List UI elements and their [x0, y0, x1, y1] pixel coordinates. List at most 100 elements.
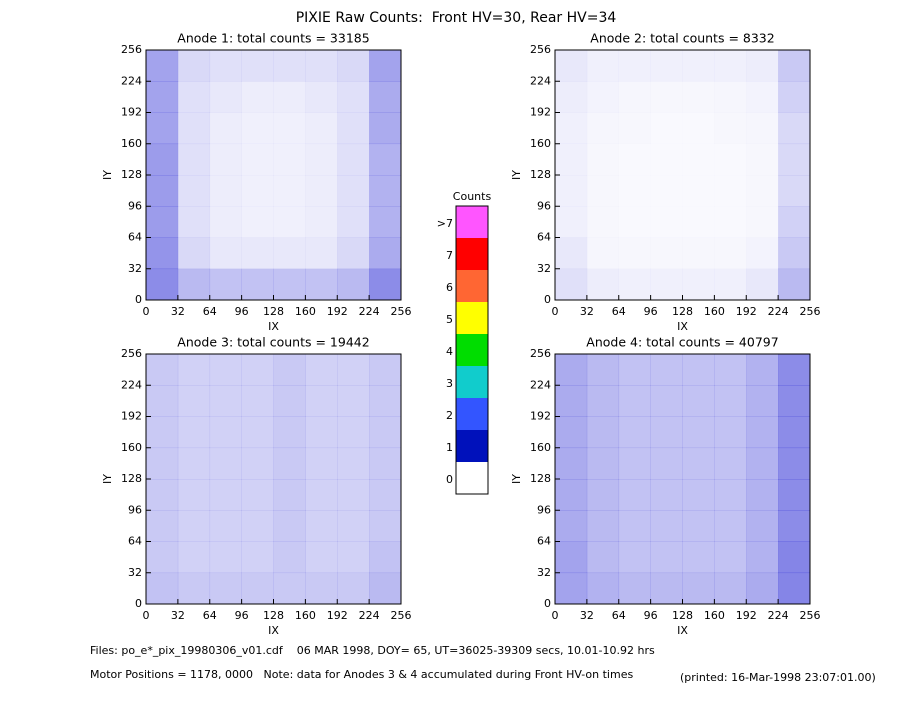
density-cell — [369, 354, 402, 386]
density-cell — [209, 479, 242, 511]
density-cell — [555, 354, 588, 386]
density-cell — [146, 447, 179, 480]
density-cell — [650, 510, 683, 542]
y-tick-label: 192 — [121, 106, 142, 119]
density-cell — [714, 268, 747, 301]
density-cell — [209, 510, 242, 542]
density-cell — [305, 50, 338, 82]
colorbar-cell — [456, 302, 488, 334]
density-cell — [273, 354, 306, 386]
density-cell — [778, 416, 811, 449]
y-tick-label: 224 — [530, 378, 551, 391]
density-cell — [682, 479, 715, 511]
density-cell — [586, 385, 620, 417]
density-cell — [555, 385, 588, 417]
density-cell — [273, 479, 306, 511]
density-cell — [683, 238, 715, 270]
density-cell — [177, 112, 211, 145]
x-tick-label: 96 — [235, 305, 249, 318]
density-cell — [682, 541, 715, 574]
density-cell — [746, 416, 779, 449]
density-cell — [746, 541, 779, 574]
panel-title: Anode 1: total counts = 33185 — [177, 31, 369, 46]
density-cell — [177, 81, 211, 113]
density-cell — [273, 541, 306, 574]
x-tick-label: 32 — [171, 305, 185, 318]
x-tick-label: 0 — [143, 609, 150, 622]
density-cell — [369, 510, 402, 542]
y-tick-label: 128 — [121, 472, 142, 485]
density-cell — [714, 510, 747, 542]
density-cell — [651, 175, 683, 207]
x-tick-label: 192 — [736, 609, 757, 622]
density-cell — [177, 447, 211, 480]
density-cell — [619, 144, 651, 176]
x-tick-label: 192 — [327, 305, 348, 318]
density-cell — [369, 385, 402, 417]
density-cell — [273, 237, 306, 270]
density-cell — [146, 175, 179, 207]
x-tick-label: 256 — [800, 609, 821, 622]
density-cell — [146, 541, 179, 574]
density-cell — [619, 81, 651, 113]
y-tick-label: 96 — [128, 503, 142, 516]
density-cell — [746, 385, 779, 417]
density-cell — [778, 237, 811, 270]
density-cell — [337, 447, 370, 480]
density-cell — [714, 541, 747, 574]
density-cell — [714, 81, 746, 113]
density-cell — [778, 175, 811, 207]
panel-title: Anode 2: total counts = 8332 — [590, 31, 774, 46]
x-tick-label: 96 — [235, 609, 249, 622]
density-cell — [682, 50, 715, 82]
density-cell — [177, 510, 211, 542]
density-cell — [555, 50, 588, 82]
colorbar-label: 3 — [446, 377, 453, 390]
density-cell — [209, 237, 242, 270]
density-cell — [778, 50, 811, 82]
density-cell — [241, 416, 274, 449]
density-cell — [746, 113, 778, 145]
density-cell — [337, 81, 370, 113]
x-tick-label: 224 — [359, 305, 380, 318]
density-cell — [683, 144, 715, 176]
density-cell — [714, 206, 746, 238]
x-tick-label: 256 — [800, 305, 821, 318]
density-cell — [369, 143, 402, 176]
density-cell — [305, 447, 338, 480]
density-cell — [555, 416, 588, 449]
density-cell — [778, 479, 811, 511]
density-cell — [209, 50, 242, 82]
density-cell — [209, 416, 242, 449]
density-cell — [241, 572, 274, 605]
density-cell — [273, 81, 306, 113]
density-cell — [555, 541, 588, 574]
density-cell — [177, 541, 211, 574]
density-cell — [746, 572, 779, 605]
y-tick-label: 224 — [121, 74, 142, 87]
density-cell — [618, 50, 651, 82]
density-cell — [682, 268, 715, 301]
density-cell — [146, 510, 179, 542]
y-tick-label: 128 — [530, 168, 551, 181]
density-cell — [555, 206, 588, 238]
colorbar-frame — [455, 205, 489, 495]
density-cell — [682, 447, 715, 480]
density-cell — [682, 572, 715, 605]
density-cell — [209, 354, 242, 386]
y-axis-label: IY — [101, 170, 114, 180]
density-cell — [778, 572, 811, 605]
density-cell — [337, 206, 370, 238]
density-cell — [587, 238, 619, 270]
density-cell — [555, 447, 588, 480]
x-tick-label: 32 — [171, 609, 185, 622]
density-cell — [177, 416, 211, 449]
x-tick-label: 0 — [552, 305, 559, 318]
density-cell — [369, 112, 402, 145]
density-cell — [305, 237, 338, 270]
density-cell — [209, 206, 242, 238]
density-cell — [369, 541, 402, 574]
density-cell — [273, 206, 306, 238]
y-tick-label: 224 — [121, 378, 142, 391]
density-cell — [586, 268, 620, 301]
